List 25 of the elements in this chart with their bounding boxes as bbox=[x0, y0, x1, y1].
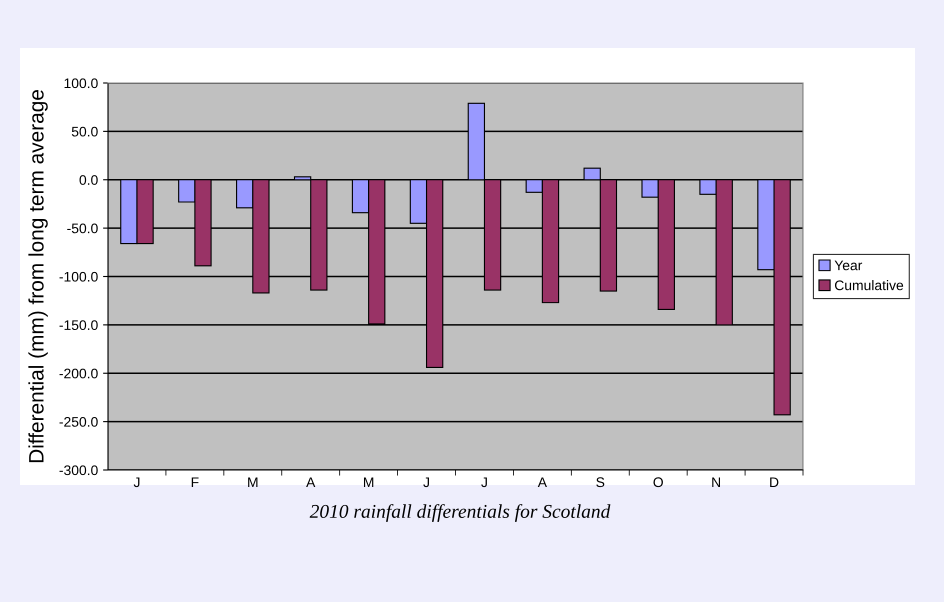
y-tick-label: -150.0 bbox=[60, 320, 98, 330]
x-tick-label: N bbox=[712, 477, 720, 488]
y-tick-label: -300.0 bbox=[60, 465, 98, 476]
x-tick-label: J bbox=[481, 477, 487, 488]
x-tick-label: S bbox=[596, 477, 604, 488]
x-tick-label: A bbox=[538, 477, 547, 488]
x-tick-label: F bbox=[192, 477, 199, 488]
legend-label: Year bbox=[834, 260, 862, 270]
text: 2010 rainfall differentials for Scotland bbox=[310, 504, 610, 522]
x-tick-label: M bbox=[364, 477, 374, 488]
y-tick-label: -250.0 bbox=[60, 416, 98, 427]
y-tick-label: 100.0 bbox=[64, 78, 98, 88]
legend-label: Cumulative bbox=[834, 280, 904, 290]
y-tick-label: -200.0 bbox=[60, 368, 98, 378]
x-tick-label: M bbox=[248, 477, 258, 488]
y-axis-title: Differential (mm) from long term average bbox=[28, 90, 48, 462]
y-tick-label: -100.0 bbox=[60, 272, 98, 282]
y-tick-label: 0.0 bbox=[80, 175, 98, 185]
y-tick-label: 50.0 bbox=[72, 126, 98, 137]
x-tick-label: O bbox=[653, 477, 663, 488]
y-tick-label: -50.0 bbox=[67, 223, 98, 234]
x-tick-label: D bbox=[770, 477, 778, 488]
x-tick-label: J bbox=[134, 477, 140, 488]
x-tick-label: J bbox=[423, 477, 429, 488]
x-tick-label: A bbox=[306, 477, 316, 488]
